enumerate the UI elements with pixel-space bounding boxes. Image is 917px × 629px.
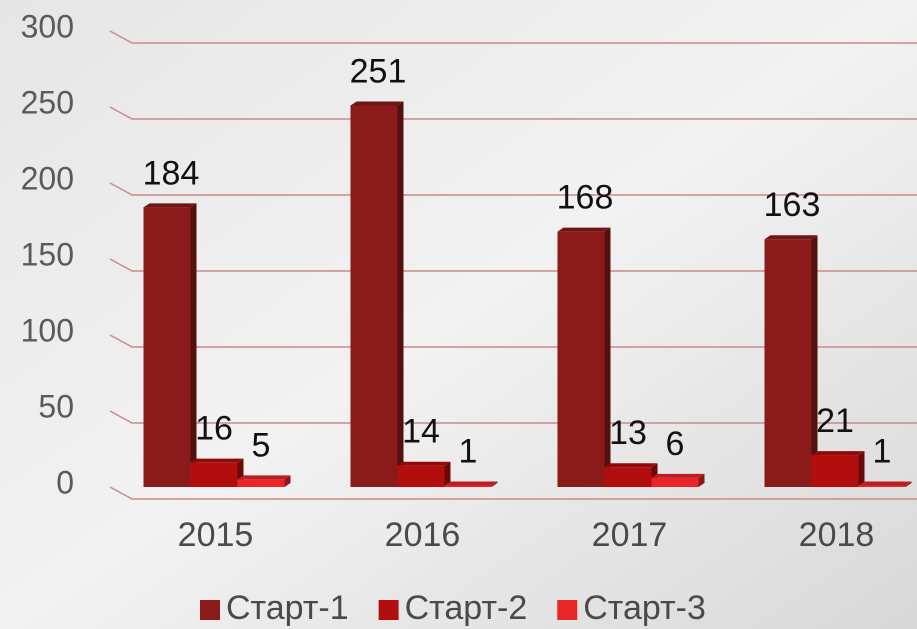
value-label: 1 <box>459 432 478 470</box>
y-tick-label: 150 <box>21 236 74 272</box>
legend-swatch <box>200 600 220 620</box>
x-tick-label: 2015 <box>178 516 254 554</box>
legend-label: Старт-1 <box>226 589 349 627</box>
bar <box>765 239 812 487</box>
bar <box>558 232 605 487</box>
value-label: 5 <box>252 426 271 464</box>
value-label: 184 <box>143 154 200 192</box>
bar-top <box>398 462 451 466</box>
x-tick-label: 2016 <box>385 516 461 554</box>
chart: 0501001502002503002015184165201625114120… <box>0 0 917 629</box>
legend-label: Старт-3 <box>583 589 706 627</box>
y-tick-label: 200 <box>21 160 74 196</box>
bar-side <box>859 451 865 487</box>
y-tick-label: 250 <box>21 84 74 120</box>
bar <box>398 466 445 487</box>
bar-top <box>445 481 498 485</box>
value-label: 168 <box>557 179 614 217</box>
x-tick-label: 2017 <box>592 516 668 554</box>
bar-top <box>558 228 611 232</box>
y-tick-label: 100 <box>21 312 74 348</box>
bar-top <box>652 474 705 478</box>
bar <box>652 478 699 487</box>
bar-top <box>351 101 404 105</box>
bar-top <box>144 203 197 207</box>
y-tick-label: 0 <box>56 464 74 500</box>
value-label: 251 <box>350 52 407 90</box>
bar <box>605 467 652 487</box>
bar-top <box>812 451 865 455</box>
value-label: 21 <box>816 402 854 440</box>
legend-swatch <box>557 600 577 620</box>
value-label: 1 <box>873 432 892 470</box>
bar-top <box>605 463 658 467</box>
bar <box>812 455 859 487</box>
bar <box>859 485 906 487</box>
bar-top <box>765 235 818 239</box>
value-label: 163 <box>764 186 821 224</box>
x-tick-label: 2018 <box>799 516 875 554</box>
y-tick-label: 50 <box>38 388 74 424</box>
bar <box>238 479 285 487</box>
legend-label: Старт-2 <box>405 589 528 627</box>
bar-top <box>238 475 291 479</box>
bar-side <box>812 235 818 487</box>
y-tick-label: 300 <box>21 8 74 44</box>
bar <box>445 485 492 487</box>
bar <box>351 105 398 487</box>
bar-top <box>859 481 912 485</box>
value-label: 16 <box>195 410 233 448</box>
bar <box>144 207 191 487</box>
value-label: 13 <box>609 414 647 452</box>
value-label: 14 <box>402 413 440 451</box>
bar <box>191 463 238 487</box>
bar-top <box>191 459 244 463</box>
value-label: 6 <box>666 425 685 463</box>
legend-swatch <box>379 600 399 620</box>
